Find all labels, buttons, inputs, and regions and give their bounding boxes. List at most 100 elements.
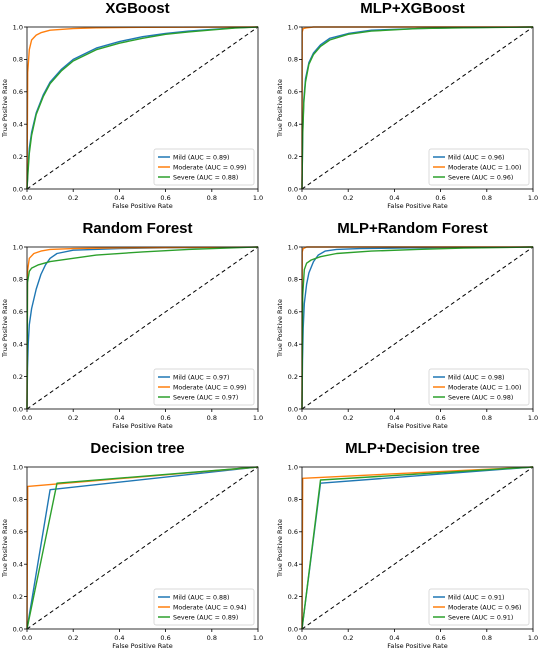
legend: Mild (AUC = 0.96) Moderate (AUC = 1.00) Se… bbox=[428, 148, 530, 186]
legend-entry-label: Moderate (AUC = 0.99) bbox=[173, 384, 246, 391]
y-axis-label: True Positive Rate bbox=[276, 519, 284, 578]
x-tick-label: 0.6 bbox=[160, 194, 170, 202]
x-tick-label: 1.0 bbox=[253, 414, 263, 422]
y-tick-label: 0.0 bbox=[288, 625, 298, 633]
x-tick-label: 0.0 bbox=[22, 414, 32, 422]
y-tick-label: 0.8 bbox=[13, 276, 23, 284]
roc-curve-severe bbox=[26, 26, 259, 190]
legend: Mild (AUC = 0.89) Moderate (AUC = 0.99) Se… bbox=[153, 148, 255, 186]
y-tick-label: 0.2 bbox=[288, 593, 298, 601]
x-tick-label: 1.0 bbox=[528, 194, 538, 202]
roc-curve-moderate bbox=[26, 246, 259, 410]
x-tick-label: 0.4 bbox=[114, 194, 124, 202]
y-tick-label: 0.4 bbox=[13, 341, 23, 349]
legend-box bbox=[153, 148, 255, 186]
y-tick-label: 0.4 bbox=[13, 561, 23, 569]
legend-entry-label: Mild (AUC = 0.96) bbox=[448, 154, 504, 161]
x-tick-label: 1.0 bbox=[253, 634, 263, 642]
roc-mlp-xgboost-panel: MLP+XGBoost 0.0 0.2 0.4 0.6 0.8 1.0 0.0 0.2 0.4 0… bbox=[275, 0, 550, 220]
y-tick-label: 0.8 bbox=[288, 56, 298, 64]
x-axis-label: False Positive Rate bbox=[112, 642, 172, 650]
y-axis-label: True Positive Rate bbox=[276, 79, 284, 138]
y-tick-label: 0.6 bbox=[13, 308, 23, 316]
legend-entry-label: Mild (AUC = 0.88) bbox=[173, 594, 229, 601]
y-axis-label: True Positive Rate bbox=[1, 79, 9, 138]
y-tick-label: 0.2 bbox=[288, 373, 298, 381]
roc-chart: 0.0 0.2 0.4 0.6 0.8 1.0 0.0 0.2 0.4 0.6 0.8 1.0 Fals… bbox=[276, 463, 538, 650]
y-axis-label: True Positive Rate bbox=[1, 519, 9, 578]
x-tick-label: 0.2 bbox=[343, 634, 353, 642]
roc-chart: 0.0 0.2 0.4 0.6 0.8 1.0 0.0 0.2 0.4 0.6 0.8 1.0 Fals… bbox=[1, 463, 263, 650]
y-tick-label: 0.4 bbox=[288, 121, 298, 129]
legend-entry-label: Mild (AUC = 0.89) bbox=[173, 154, 229, 161]
x-tick-label: 1.0 bbox=[528, 414, 538, 422]
y-tick-label: 0.0 bbox=[13, 405, 23, 413]
y-tick-label: 0.6 bbox=[13, 528, 23, 536]
y-tick-label: 0.2 bbox=[13, 153, 23, 161]
legend-box bbox=[428, 148, 530, 186]
y-tick-label: 0.0 bbox=[288, 405, 298, 413]
x-tick-label: 0.0 bbox=[22, 194, 32, 202]
x-tick-label: 0.2 bbox=[343, 414, 353, 422]
roc-curve-severe bbox=[301, 26, 534, 190]
roc-random-forest-panel: Random Forest 0.0 0.2 0.4 0.6 0.8 1.0 0.0 0.2 0.… bbox=[0, 220, 275, 440]
roc-curve-severe bbox=[26, 466, 259, 630]
plot-frame bbox=[301, 246, 534, 410]
roc-curve-severe bbox=[301, 246, 534, 410]
x-axis-label: False Positive Rate bbox=[387, 422, 447, 430]
x-tick-label: 0.6 bbox=[435, 414, 445, 422]
roc-chart: 0.0 0.2 0.4 0.6 0.8 1.0 0.0 0.2 0.4 0.6 0.8 1.0 Fals… bbox=[276, 23, 538, 210]
legend-entry-label: Mild (AUC = 0.97) bbox=[173, 374, 229, 381]
x-tick-label: 0.8 bbox=[207, 414, 217, 422]
x-tick-label: 1.0 bbox=[528, 634, 538, 642]
x-axis-label: False Positive Rate bbox=[387, 642, 447, 650]
roc-mlp-decision-tree-panel: MLP+Decision tree 0.0 0.2 0.4 0.6 0.8 1.0 0.0 0… bbox=[275, 440, 550, 661]
x-tick-label: 0.4 bbox=[389, 414, 399, 422]
roc-chart: 0.0 0.2 0.4 0.6 0.8 1.0 0.0 0.2 0.4 0.6 0.8 1.0 Fals… bbox=[1, 243, 263, 430]
chance-diagonal-line bbox=[26, 466, 259, 630]
x-tick-label: 0.2 bbox=[68, 194, 78, 202]
legend-entry-label: Moderate (AUC = 1.00) bbox=[448, 164, 521, 171]
x-tick-label: 0.0 bbox=[22, 634, 32, 642]
y-tick-label: 0.4 bbox=[13, 121, 23, 129]
legend-entry-label: Severe (AUC = 0.98) bbox=[448, 394, 513, 401]
x-tick-label: 0.4 bbox=[389, 634, 399, 642]
y-tick-label: 0.8 bbox=[288, 276, 298, 284]
roc-curve-mild bbox=[26, 466, 259, 630]
y-tick-label: 0.2 bbox=[13, 593, 23, 601]
chance-diagonal-line bbox=[301, 466, 534, 630]
legend-box bbox=[153, 588, 255, 626]
y-tick-label: 0.2 bbox=[288, 153, 298, 161]
y-tick-label: 0.6 bbox=[288, 528, 298, 536]
roc-curve-severe bbox=[301, 466, 534, 630]
y-tick-label: 1.0 bbox=[13, 23, 23, 31]
legend-box bbox=[428, 368, 530, 406]
roc-curve-moderate bbox=[26, 26, 259, 190]
legend-box bbox=[428, 588, 530, 626]
plot-frame bbox=[301, 26, 534, 190]
legend-entry-label: Mild (AUC = 0.98) bbox=[448, 374, 504, 381]
x-tick-label: 0.6 bbox=[435, 194, 445, 202]
y-tick-label: 0.0 bbox=[13, 625, 23, 633]
y-tick-label: 1.0 bbox=[288, 23, 298, 31]
roc-chart: 0.0 0.2 0.4 0.6 0.8 1.0 0.0 0.2 0.4 0.6 0.8 1.0 Fals… bbox=[1, 23, 263, 210]
y-tick-label: 0.8 bbox=[288, 496, 298, 504]
y-tick-label: 0.8 bbox=[13, 56, 23, 64]
legend-entry-label: Moderate (AUC = 0.96) bbox=[448, 604, 521, 611]
x-axis-label: False Positive Rate bbox=[112, 422, 172, 430]
roc-decision-tree-panel: Decision tree 0.0 0.2 0.4 0.6 0.8 1.0 0.0 0.2 0.… bbox=[0, 440, 275, 661]
x-tick-label: 0.6 bbox=[160, 414, 170, 422]
y-tick-label: 0.0 bbox=[288, 185, 298, 193]
legend-entry-label: Severe (AUC = 0.91) bbox=[448, 614, 513, 621]
x-tick-label: 0.2 bbox=[68, 414, 78, 422]
legend: Mild (AUC = 0.97) Moderate (AUC = 0.99) Se… bbox=[153, 368, 255, 406]
y-tick-label: 1.0 bbox=[288, 243, 298, 251]
legend: Mild (AUC = 0.91) Moderate (AUC = 0.96) Se… bbox=[428, 588, 530, 626]
legend-entry-label: Severe (AUC = 0.97) bbox=[173, 394, 238, 401]
y-tick-label: 0.4 bbox=[288, 561, 298, 569]
y-tick-label: 0.6 bbox=[288, 308, 298, 316]
x-tick-label: 0.2 bbox=[343, 194, 353, 202]
x-tick-label: 0.8 bbox=[482, 194, 492, 202]
x-tick-label: 1.0 bbox=[253, 194, 263, 202]
x-tick-label: 0.0 bbox=[297, 634, 307, 642]
